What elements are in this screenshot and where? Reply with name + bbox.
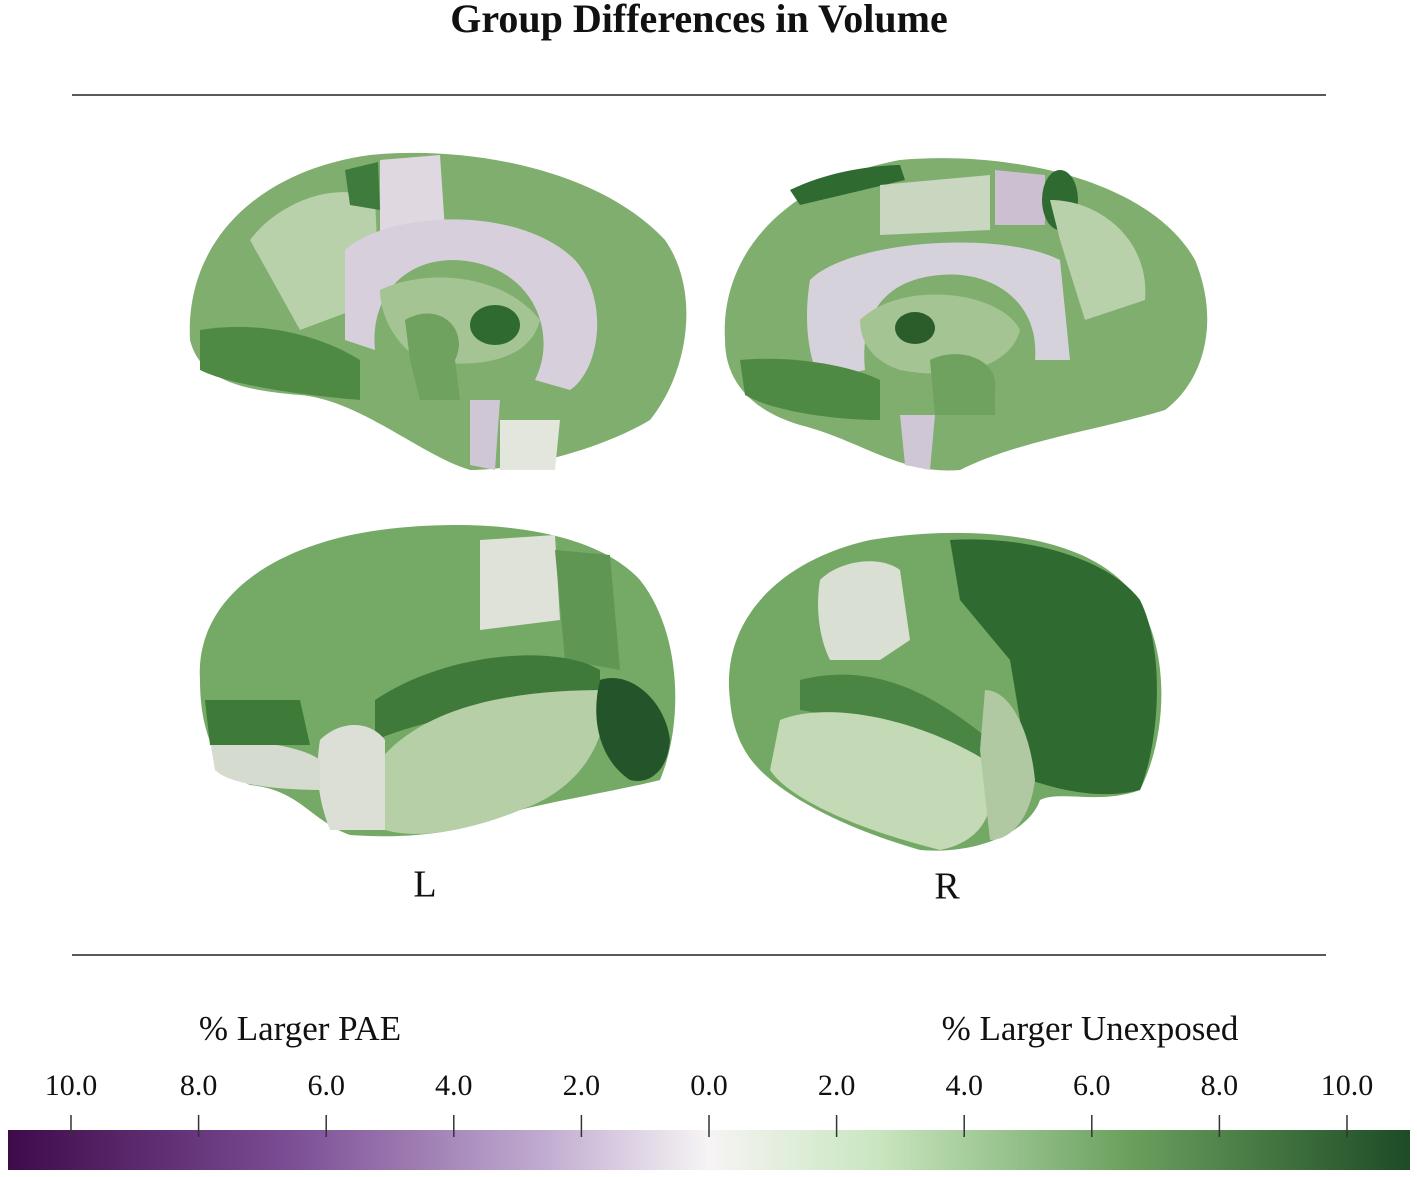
tick-label: 4.0 [945,1069,983,1102]
tick-label: 2.0 [563,1069,601,1102]
title: Group Differences in Volume [450,0,947,41]
hemisphere-label: L [413,864,436,906]
tick-label: 8.0 [1201,1069,1239,1102]
tick-label: 6.0 [307,1069,345,1102]
hemisphere-label: R [934,866,960,908]
colorbar-label: % Larger Unexposed [942,1009,1239,1048]
tick-label: 8.0 [180,1069,218,1102]
brain-right-medial [724,158,1208,471]
colorbar-label: % Larger PAE [199,1009,401,1048]
tick-label: 0.0 [690,1069,728,1102]
tick-label: 10.0 [45,1069,98,1102]
brain-left-medial [189,152,687,470]
tick-label: 6.0 [1073,1069,1111,1102]
tick-label: 2.0 [818,1069,856,1102]
tick-label: 10.0 [1321,1069,1374,1102]
tick-label: 4.0 [435,1069,473,1102]
brain-right-lateral [728,532,1162,851]
brain-left-lateral [199,525,676,837]
